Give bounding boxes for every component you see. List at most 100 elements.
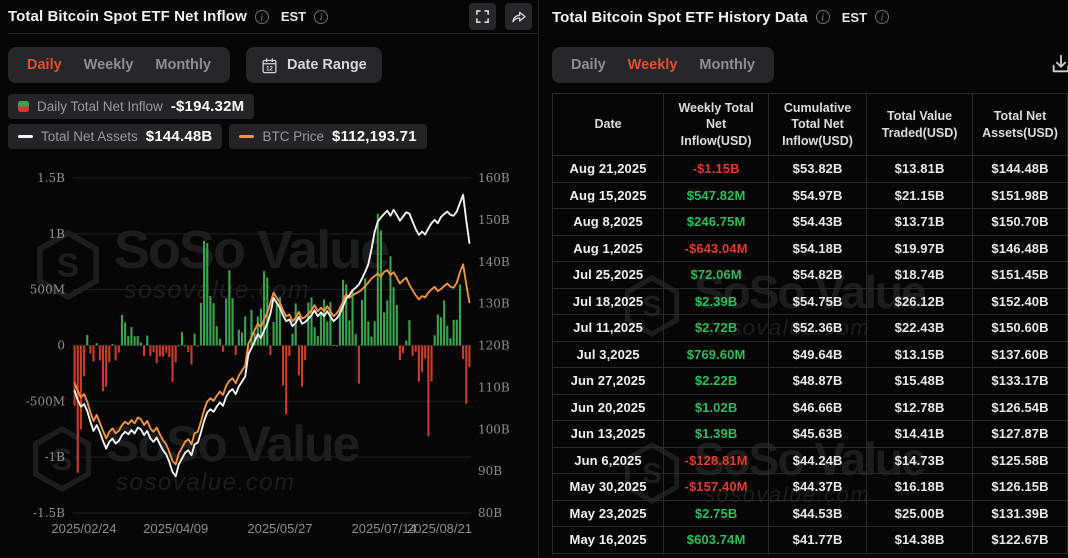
svg-text:2025/08/21: 2025/08/21 — [407, 521, 472, 536]
date-range-label: Date Range — [286, 57, 367, 73]
date-cell: Jul 11,2025 — [551, 314, 665, 342]
download-icon — [1052, 54, 1068, 72]
cumulative-cell: $54.43B — [768, 208, 868, 236]
svg-text:1B: 1B — [49, 227, 66, 241]
table-controls: Daily Weekly Monthly — [552, 47, 1068, 83]
download-button[interactable] — [1050, 53, 1068, 78]
table-row: May 30,2025 -$157.40M $44.37B $16.18B $126.1… — [551, 473, 1068, 501]
info-icon[interactable]: i — [254, 9, 269, 24]
traded-cell: $25.00B — [866, 499, 974, 527]
inflow-cell: $2.39B — [663, 287, 770, 315]
tab-daily[interactable]: Daily — [571, 57, 606, 73]
svg-text:500M: 500M — [30, 283, 65, 297]
table-row: Jun 6,2025 -$128.81M $44.24B $14.73B $125.58… — [551, 446, 1068, 474]
svg-text:12: 12 — [266, 66, 273, 72]
table-row: Jun 20,2025 $1.02B $46.66B $12.78B $126.54B — [551, 393, 1068, 421]
legend-value: -$194.32M — [170, 98, 245, 115]
timezone-label: EST — [280, 9, 307, 24]
table-row: Jun 27,2025 $2.22B $48.87B $15.48B $133.17B — [551, 367, 1068, 395]
fullscreen-button[interactable] — [469, 3, 496, 30]
svg-text:2025/04/09: 2025/04/09 — [143, 521, 208, 536]
cumulative-cell: $44.37B — [768, 473, 868, 501]
inflow-cell: $246.75M — [663, 208, 770, 236]
history-data-panel: Total Bitcoin Spot ETF History Data i ES… — [539, 0, 1068, 558]
cumulative-cell: $52.36B — [768, 314, 868, 342]
legend-total-net-assets[interactable]: Total Net Assets $144.48B — [8, 124, 223, 149]
cumulative-cell: $46.66B — [768, 393, 868, 421]
traded-cell: $13.15B — [866, 340, 974, 368]
assets-cell: $151.98B — [972, 181, 1068, 209]
chart-legend: Daily Total Net Inflow -$194.32M Total N… — [8, 94, 538, 149]
calendar-icon: 12 — [262, 57, 277, 73]
inflow-cell: -$1.15B — [663, 155, 770, 183]
net-inflow-panel: Total Bitcoin Spot ETF Net Inflow i EST … — [8, 3, 540, 557]
info-icon[interactable]: i — [314, 9, 329, 24]
table-row: Aug 8,2025 $246.75M $54.43B $13.71B $150.70B — [551, 208, 1068, 236]
svg-text:80B: 80B — [478, 506, 502, 520]
tab-daily[interactable]: Daily — [27, 57, 62, 73]
tab-weekly[interactable]: Weekly — [83, 57, 134, 73]
svg-text:90B: 90B — [478, 464, 502, 478]
inflow-cell: -$643.04M — [663, 234, 770, 262]
traded-cell: $13.81B — [866, 155, 974, 183]
cumulative-cell: $54.82B — [768, 261, 868, 289]
date-cell: May 16,2025 — [551, 526, 665, 554]
page-title: Total Bitcoin Spot ETF Net Inflow — [8, 8, 247, 25]
date-cell: Aug 21,2025 — [551, 155, 665, 183]
svg-text:-1.5B: -1.5B — [33, 506, 65, 520]
legend-daily-net-inflow[interactable]: Daily Total Net Inflow -$194.32M — [8, 94, 255, 119]
cumulative-cell: $48.87B — [768, 367, 868, 395]
assets-cell: $137.60B — [972, 340, 1068, 368]
info-icon[interactable]: i — [875, 10, 890, 24]
svg-text:130B: 130B — [478, 297, 510, 311]
legend-btc-price[interactable]: BTC Price $112,193.71 — [229, 124, 427, 149]
fullscreen-icon — [476, 10, 489, 23]
traded-cell: $14.41B — [866, 420, 974, 448]
share-button[interactable] — [505, 3, 532, 30]
info-icon[interactable]: i — [815, 10, 830, 24]
svg-text:110B: 110B — [478, 380, 510, 394]
assets-cell: $126.15B — [972, 473, 1068, 501]
svg-text:2025/02/24: 2025/02/24 — [51, 521, 116, 536]
assets-cell: $146.48B — [972, 234, 1068, 262]
legend-label: BTC Price — [262, 129, 324, 144]
tab-weekly[interactable]: Weekly — [627, 57, 678, 73]
svg-text:2025/05/27: 2025/05/27 — [247, 521, 312, 536]
legend-label: Total Net Assets — [41, 129, 138, 144]
traded-cell: $12.78B — [866, 393, 974, 421]
inflow-cell: $2.72B — [663, 314, 770, 342]
date-cell: Jul 18,2025 — [551, 287, 665, 315]
table-row: May 16,2025 $603.74M $41.77B $14.38B $122.67… — [551, 526, 1068, 554]
legend-value: $144.48B — [145, 128, 213, 145]
date-cell: Jun 6,2025 — [551, 446, 665, 474]
date-cell: Jul 3,2025 — [551, 340, 665, 368]
date-range-button[interactable]: 12 Date Range — [245, 47, 382, 83]
assets-cell: $125.58B — [972, 446, 1068, 474]
date-cell: Aug 1,2025 — [551, 234, 665, 262]
tab-monthly[interactable]: Monthly — [699, 57, 755, 73]
table-row: Jul 25,2025 $72.06M $54.82B $18.74B $151.45B — [551, 261, 1068, 289]
traded-cell: $18.74B — [866, 261, 974, 289]
traded-cell: $15.48B — [866, 367, 974, 395]
net-inflow-chart[interactable]: 1.5B 1B 500M 0 -500M -1B -1.5B 160B 150B 140B 130B… — [8, 163, 540, 557]
assets-cell: $122.67B — [972, 526, 1068, 554]
inflow-cell: -$157.40M — [663, 473, 770, 501]
column-header-1: Weekly Total Net Inflow(USD) — [663, 93, 770, 156]
cumulative-cell: $54.97B — [768, 181, 868, 209]
share-icon — [511, 11, 526, 22]
cumulative-cell: $49.64B — [768, 340, 868, 368]
table-row: Aug 15,2025 $547.82M $54.97B $21.15B $151.98… — [551, 181, 1068, 209]
svg-text:150B: 150B — [478, 213, 510, 227]
inflow-cell: $72.06M — [663, 261, 770, 289]
column-header-2: Cumulative Total Net Inflow(USD) — [768, 93, 868, 156]
svg-text:-500M: -500M — [26, 394, 65, 408]
table-row: Jul 3,2025 $769.60M $49.64B $13.15B $137.60B — [551, 340, 1068, 368]
inflow-cell: $2.22B — [663, 367, 770, 395]
svg-text:-1B: -1B — [44, 450, 65, 464]
date-cell: Jun 13,2025 — [551, 420, 665, 448]
assets-cell: $150.70B — [972, 208, 1068, 236]
inflow-cell: $2.75B — [663, 499, 770, 527]
chart-controls: Daily Weekly Monthly 12 Date Range — [8, 47, 538, 83]
tab-monthly[interactable]: Monthly — [155, 57, 211, 73]
cumulative-cell: $54.75B — [768, 287, 868, 315]
